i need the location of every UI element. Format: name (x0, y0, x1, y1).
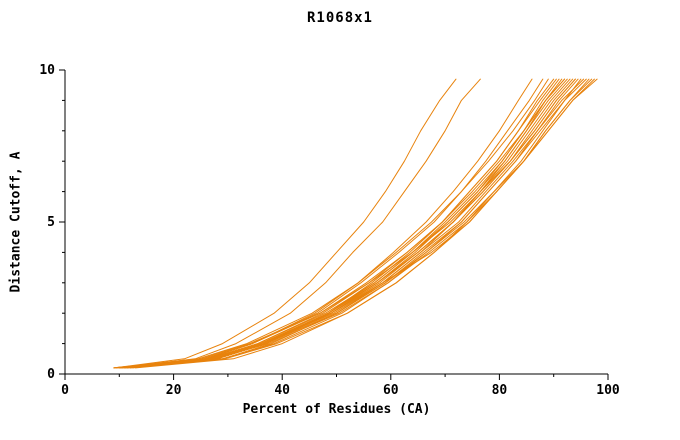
x-tick-label: 80 (492, 383, 508, 398)
model-curve (118, 78, 593, 369)
x-tick-label: 20 (166, 383, 182, 398)
model-curve (116, 78, 563, 369)
model-curve (126, 78, 571, 369)
y-tick-label: 10 (39, 63, 55, 78)
model-curve (121, 78, 557, 369)
model-curve (113, 78, 576, 369)
model-curve (121, 78, 582, 369)
model-curve (118, 78, 533, 369)
model-curve (118, 78, 568, 369)
model-curve (113, 78, 549, 369)
model-curve (129, 78, 579, 369)
x-tick-label: 40 (274, 383, 290, 398)
model-curve (118, 78, 544, 369)
model-curve (113, 78, 457, 369)
model-curve (129, 78, 555, 369)
x-axis-label: Percent of Residues (CA) (242, 402, 431, 417)
x-tick-label: 0 (61, 383, 69, 398)
x-tick-label: 100 (596, 383, 620, 398)
x-tick-label: 60 (383, 383, 399, 398)
y-tick-label: 0 (47, 367, 55, 382)
model-curve (118, 78, 481, 369)
model-curve (126, 78, 566, 369)
model-curve (135, 78, 590, 369)
model-curve (124, 78, 587, 369)
chart-title: R1068x1 (306, 10, 373, 26)
model-curve (124, 78, 560, 369)
model-curve (121, 78, 576, 369)
model-curve (132, 78, 566, 369)
y-axis-label: Distance Cutoff, A (8, 151, 24, 293)
y-tick-label: 5 (47, 215, 55, 230)
